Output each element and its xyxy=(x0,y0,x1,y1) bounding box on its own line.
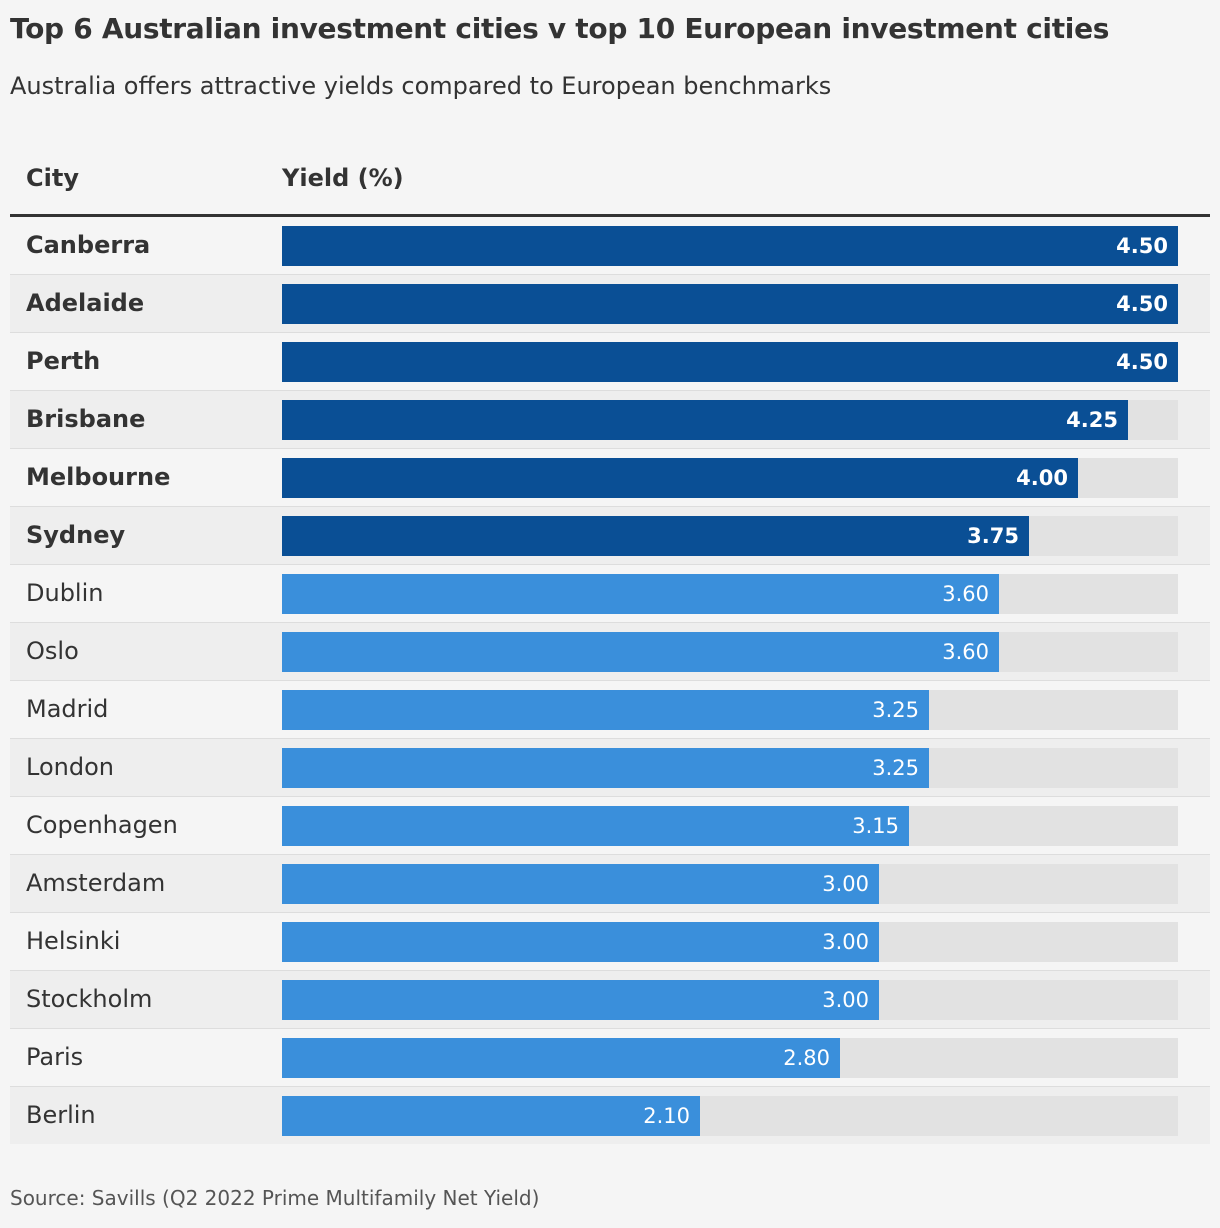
bar-value-label: 2.80 xyxy=(783,1046,830,1070)
city-label: Helsinki xyxy=(26,927,121,955)
bar-track: 4.50 xyxy=(282,342,1178,382)
table-row: Melbourne 4.00 xyxy=(10,449,1210,507)
chart-title: Top 6 Australian investment cities v top… xyxy=(10,12,1110,45)
city-label: Canberra xyxy=(26,231,151,259)
table-row: Stockholm 3.00 xyxy=(10,971,1210,1029)
yield-bar: 3.00 xyxy=(282,980,879,1020)
table-row: Dublin 3.60 xyxy=(10,565,1210,623)
table-row: Canberra 4.50 xyxy=(10,217,1210,275)
yield-bar: 4.50 xyxy=(282,284,1178,324)
yield-bar: 2.10 xyxy=(282,1096,700,1136)
table-row: Brisbane 4.25 xyxy=(10,391,1210,449)
city-label: Adelaide xyxy=(26,289,145,317)
table-row: Oslo 3.60 xyxy=(10,623,1210,681)
bar-value-label: 3.25 xyxy=(872,698,919,722)
yield-bar: 4.50 xyxy=(282,342,1178,382)
table-row: Perth 4.50 xyxy=(10,333,1210,391)
yield-bar: 3.25 xyxy=(282,690,929,730)
bar-track: 4.50 xyxy=(282,226,1178,266)
bar-value-label: 3.00 xyxy=(822,930,869,954)
source-note: Source: Savills (Q2 2022 Prime Multifami… xyxy=(10,1186,540,1210)
column-header-city: City xyxy=(26,164,79,192)
bar-track: 3.60 xyxy=(282,574,1178,614)
city-label: Dublin xyxy=(26,579,104,607)
bar-track: 3.15 xyxy=(282,806,1178,846)
yield-bar: 3.00 xyxy=(282,922,879,962)
bar-track: 2.10 xyxy=(282,1096,1178,1136)
yield-bar: 4.25 xyxy=(282,400,1128,440)
bar-track: 4.00 xyxy=(282,458,1178,498)
table-row: Amsterdam 3.00 xyxy=(10,855,1210,913)
bar-value-label: 3.60 xyxy=(942,640,989,664)
city-label: Paris xyxy=(26,1043,84,1071)
city-label: Stockholm xyxy=(26,985,153,1013)
city-label: Amsterdam xyxy=(26,869,166,897)
yield-table: City Yield (%) Canberra 4.50 Adelaide 4.50 P… xyxy=(10,152,1210,1144)
yield-bar: 3.60 xyxy=(282,574,999,614)
table-row: Helsinki 3.00 xyxy=(10,913,1210,971)
bar-value-label: 3.15 xyxy=(852,814,899,838)
city-label: Madrid xyxy=(26,695,109,723)
bar-value-label: 3.60 xyxy=(942,582,989,606)
city-label: Oslo xyxy=(26,637,79,665)
bar-value-label: 3.00 xyxy=(822,988,869,1012)
column-header-yield: Yield (%) xyxy=(282,164,404,192)
yield-bar: 4.00 xyxy=(282,458,1078,498)
bar-track: 3.00 xyxy=(282,864,1178,904)
bar-track: 3.75 xyxy=(282,516,1178,556)
table-body: Canberra 4.50 Adelaide 4.50 Perth 4.50 Brisban… xyxy=(10,217,1210,1144)
yield-bar: 3.60 xyxy=(282,632,999,672)
bar-value-label: 2.10 xyxy=(643,1104,690,1128)
bar-value-label: 3.00 xyxy=(822,872,869,896)
city-label: Brisbane xyxy=(26,405,146,433)
table-row: Copenhagen 3.15 xyxy=(10,797,1210,855)
bar-track: 3.00 xyxy=(282,922,1178,962)
bar-track: 3.00 xyxy=(282,980,1178,1020)
city-label: Melbourne xyxy=(26,463,171,491)
city-label: Berlin xyxy=(26,1101,96,1129)
bar-track: 4.25 xyxy=(282,400,1178,440)
table-header: City Yield (%) xyxy=(10,152,1210,217)
bar-value-label: 3.75 xyxy=(967,524,1019,548)
yield-bar: 3.25 xyxy=(282,748,929,788)
bar-value-label: 4.50 xyxy=(1116,234,1168,258)
yield-bar: 4.50 xyxy=(282,226,1178,266)
yield-bar: 2.80 xyxy=(282,1038,840,1078)
bar-track: 3.25 xyxy=(282,748,1178,788)
bar-track: 2.80 xyxy=(282,1038,1178,1078)
table-row: London 3.25 xyxy=(10,739,1210,797)
city-label: Sydney xyxy=(26,521,126,549)
yield-bar: 3.00 xyxy=(282,864,879,904)
bar-value-label: 4.25 xyxy=(1066,408,1118,432)
bar-track: 4.50 xyxy=(282,284,1178,324)
table-row: Paris 2.80 xyxy=(10,1029,1210,1087)
bar-track: 3.60 xyxy=(282,632,1178,672)
bar-value-label: 4.50 xyxy=(1116,292,1168,316)
table-row: Sydney 3.75 xyxy=(10,507,1210,565)
table-row: Madrid 3.25 xyxy=(10,681,1210,739)
bar-track: 3.25 xyxy=(282,690,1178,730)
city-label: London xyxy=(26,753,114,781)
bar-value-label: 4.00 xyxy=(1016,466,1068,490)
city-label: Copenhagen xyxy=(26,811,178,839)
bar-value-label: 3.25 xyxy=(872,756,919,780)
yield-bar: 3.15 xyxy=(282,806,909,846)
table-row: Berlin 2.10 xyxy=(10,1087,1210,1144)
bar-value-label: 4.50 xyxy=(1116,350,1168,374)
chart-subtitle: Australia offers attractive yields compa… xyxy=(10,72,832,100)
table-row: Adelaide 4.50 xyxy=(10,275,1210,333)
city-label: Perth xyxy=(26,347,101,375)
yield-bar: 3.75 xyxy=(282,516,1029,556)
